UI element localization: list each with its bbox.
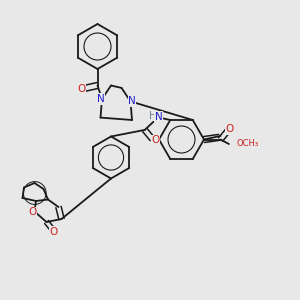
Text: N: N [128,96,136,106]
Text: H: H [148,110,156,121]
Text: N: N [155,112,163,122]
Text: O: O [28,207,36,217]
Text: O: O [225,124,234,134]
Text: N: N [97,94,104,104]
Text: O: O [77,83,85,94]
Text: O: O [152,135,160,146]
Text: O: O [50,227,58,237]
Text: OCH₃: OCH₃ [236,140,259,148]
